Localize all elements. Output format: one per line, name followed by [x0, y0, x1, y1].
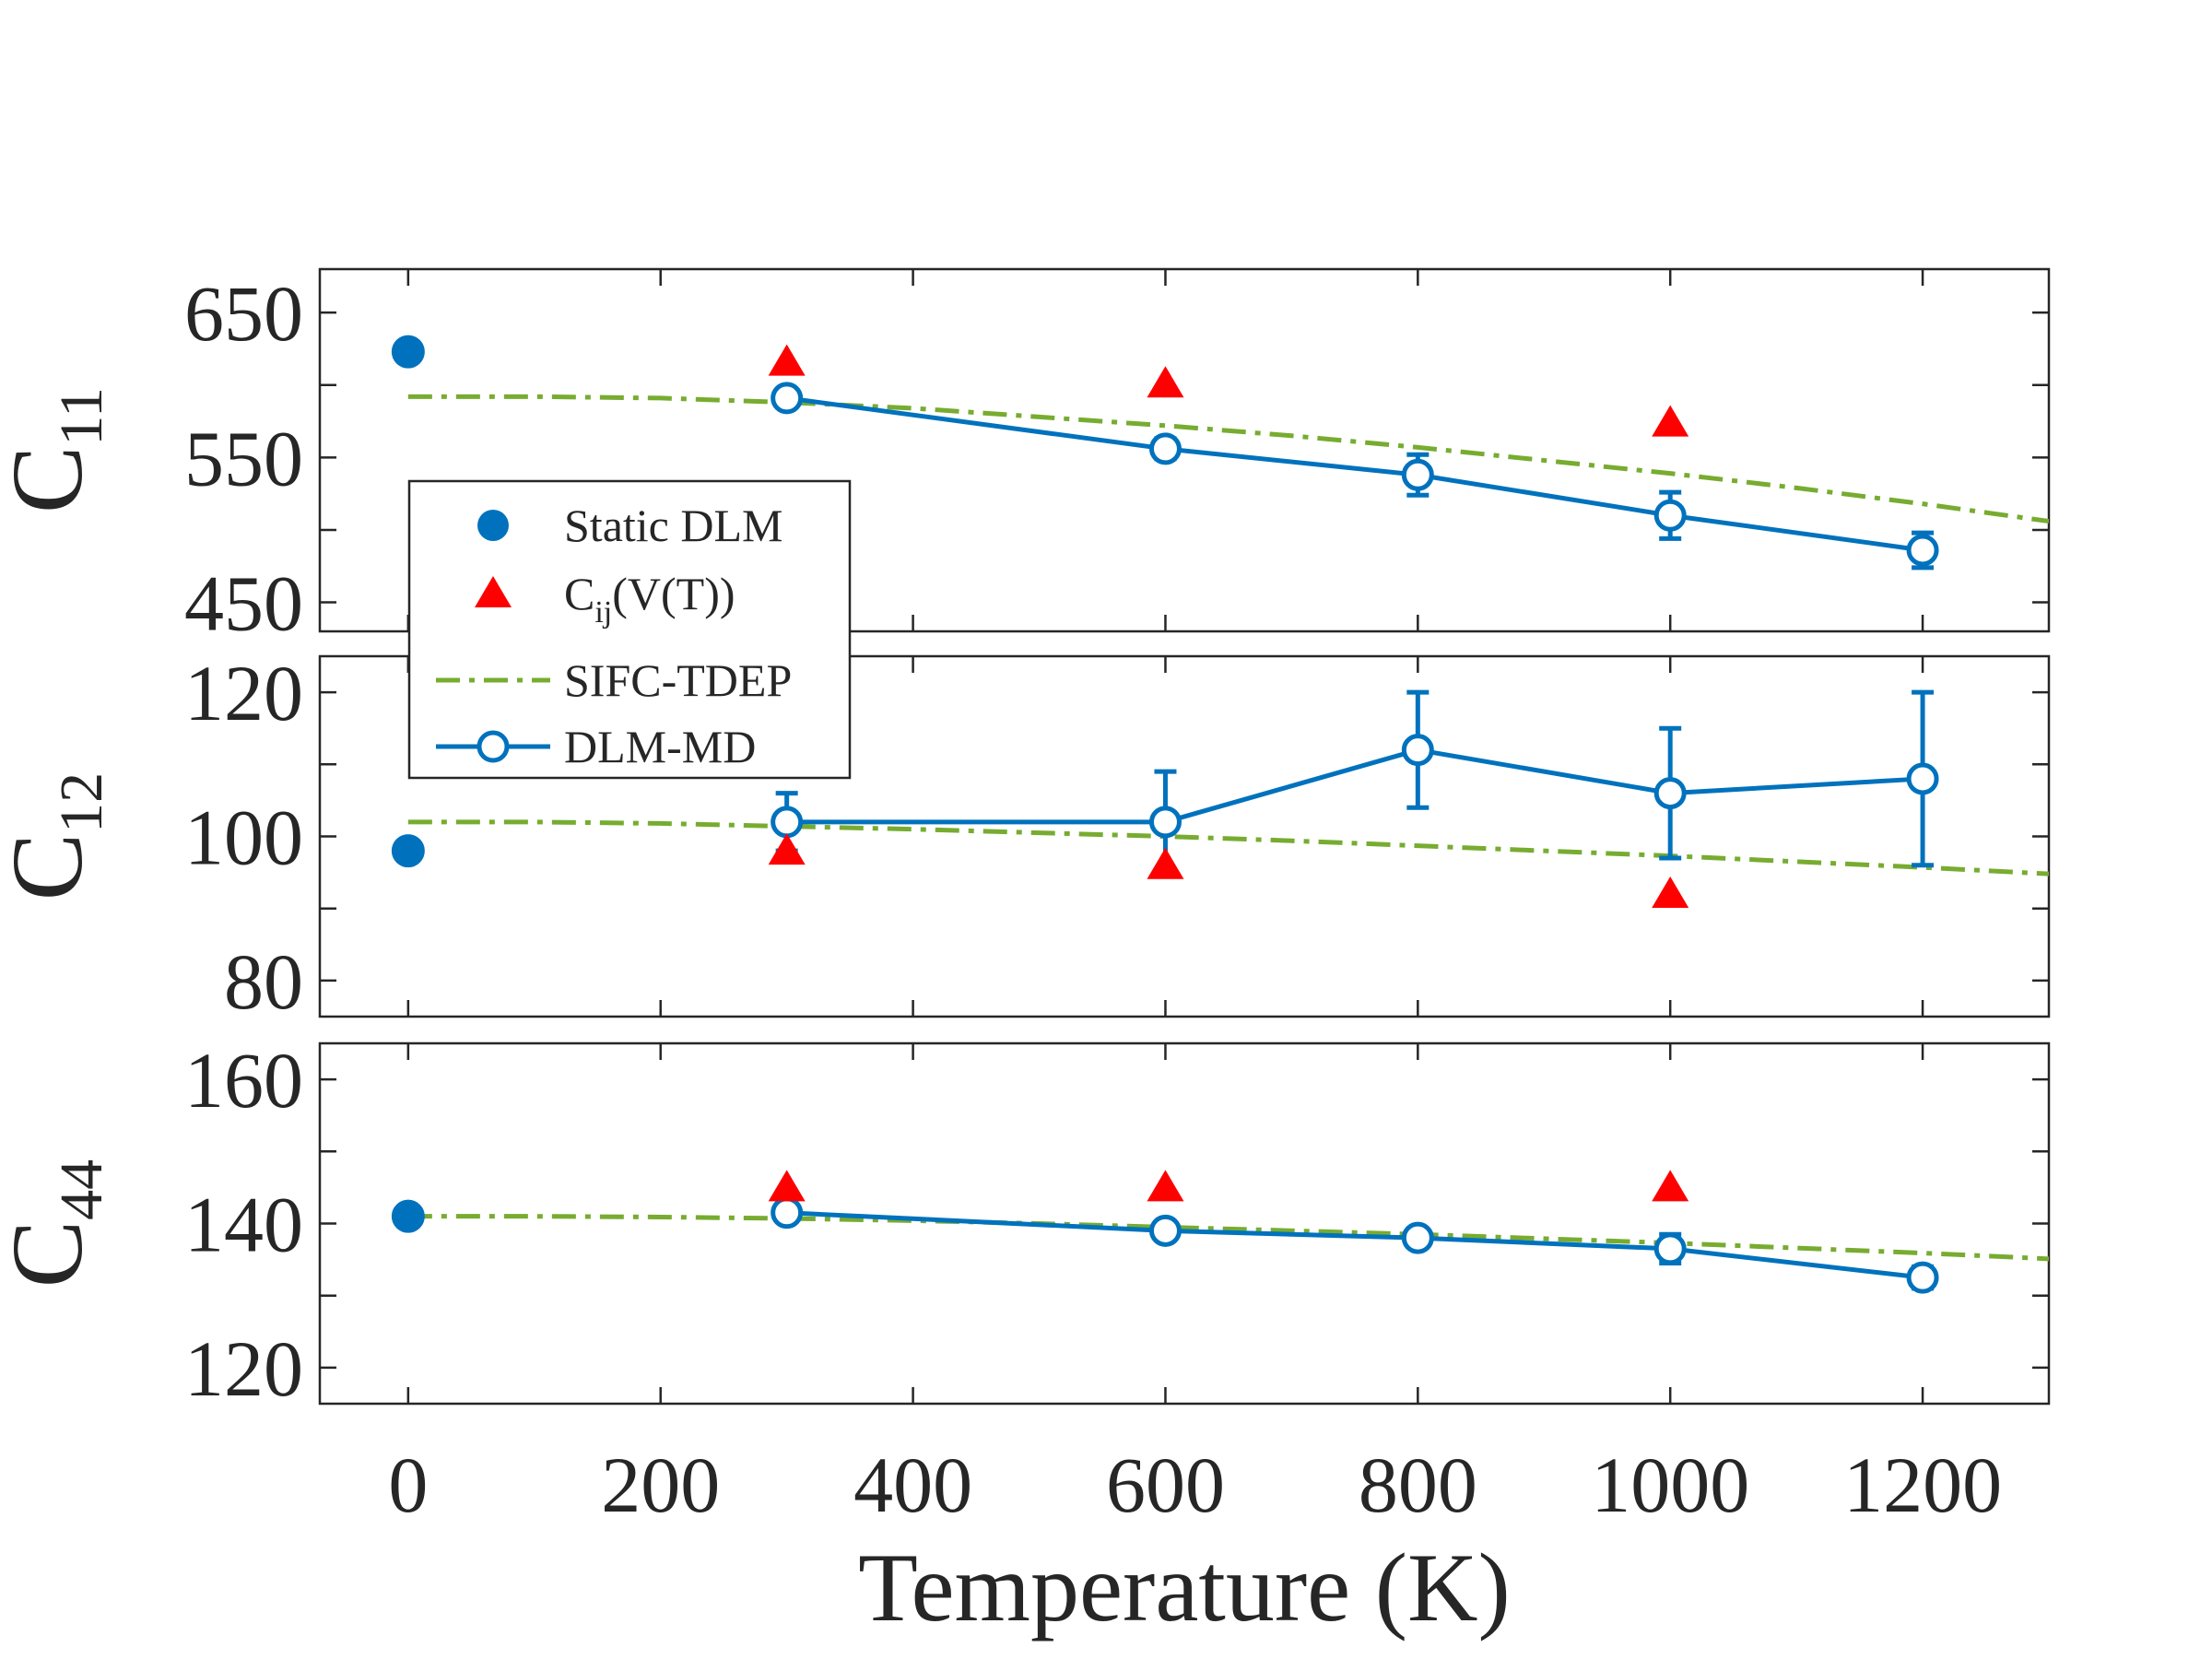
- cij-vt-point: [768, 1170, 806, 1202]
- y-axis-label: C12: [0, 772, 115, 900]
- dlm-md-point: [1653, 1232, 1687, 1265]
- y-tick-label: 140: [184, 1181, 303, 1269]
- y-tick-label: 650: [184, 269, 303, 358]
- y-tick-label: 80: [224, 937, 303, 1026]
- sifc-tdep-line: [407, 394, 2049, 524]
- dlm-md-point: [1401, 458, 1434, 491]
- dlm-md-point: [1148, 432, 1182, 465]
- y-axis-label: C11: [0, 387, 115, 513]
- x-axis-tick-labels: 0 200 400 600 800 1000 1200: [388, 1441, 2002, 1529]
- panel-c44: 120 140 160 C44: [0, 1036, 2051, 1413]
- y-tick-label: 550: [184, 414, 303, 502]
- dlm-md-point: [771, 382, 804, 415]
- legend-cij-marker: [475, 576, 512, 607]
- cij-vt-point: [1652, 405, 1689, 437]
- x-tick-label: 600: [1106, 1441, 1225, 1529]
- legend-static-dlm-marker: [477, 510, 509, 541]
- cij-vt-point: [1147, 366, 1184, 398]
- y-axis-label: C44: [0, 1159, 115, 1288]
- y-tick-label: 100: [184, 794, 303, 882]
- static-dlm-point: [391, 834, 425, 868]
- cij-vt-point: [768, 344, 806, 376]
- legend-label-static: Static DLM: [564, 500, 782, 551]
- sifc-tdep-line: [407, 819, 2049, 877]
- panels: 450 550 650 C11 80 100 120 C12 120 140 160 C44: [0, 267, 2051, 1413]
- y-tick-label: 120: [184, 1324, 303, 1413]
- dlm-md-point: [1906, 1261, 1939, 1294]
- static-dlm-point: [391, 1199, 425, 1233]
- axes-frame: [318, 1041, 2051, 1406]
- x-tick-label: 1200: [1843, 1441, 2002, 1529]
- legend: Static DLM Cij(V(T)) SIFC-TDEP DLM-MD: [407, 479, 852, 780]
- x-tick-label: 0: [388, 1441, 428, 1529]
- cij-vt-point: [1652, 1170, 1689, 1202]
- dlm-md-point: [1401, 1221, 1434, 1254]
- legend-label-dlmmd: DLM-MD: [564, 721, 756, 772]
- dlm-md-point: [1906, 762, 1939, 795]
- x-tick-label: 400: [853, 1441, 972, 1529]
- dlm-md-point: [1653, 499, 1687, 532]
- cij-vt-point: [768, 833, 806, 865]
- y-tick-label: 120: [184, 649, 303, 737]
- cij-vt-point: [1147, 847, 1184, 879]
- dlm-md-point: [1401, 734, 1434, 767]
- panel-c11: 450 550 650 C11: [0, 267, 2051, 648]
- dlm-md-point: [1148, 806, 1182, 839]
- y-tick-label: 450: [184, 559, 303, 648]
- cij-vt-point: [1147, 1170, 1184, 1202]
- panel-c12: 80 100 120 C12: [0, 649, 2051, 1026]
- legend-label-tdep: SIFC-TDEP: [564, 654, 792, 706]
- sifc-tdep-line: [407, 1214, 2049, 1262]
- dlm-md-point: [1653, 777, 1687, 810]
- static-dlm-point: [391, 335, 425, 369]
- x-tick-label: 1000: [1591, 1441, 1749, 1529]
- cij-vt-point: [1652, 877, 1689, 909]
- dlm-md-line: [786, 395, 1924, 553]
- dlm-md-line: [786, 747, 1924, 825]
- axes-frame: [318, 267, 2051, 633]
- x-tick-label: 200: [601, 1441, 720, 1529]
- dlm-md-point: [771, 1196, 804, 1230]
- x-axis-label: Temperature (K): [858, 1534, 1511, 1641]
- legend-dlm-md-marker: [477, 730, 510, 763]
- dlm-md-point: [1148, 1214, 1182, 1247]
- dlm-md-point: [1906, 534, 1939, 567]
- legend-label-cij: Cij(V(T)): [564, 568, 735, 629]
- dlm-md-point: [771, 806, 804, 839]
- y-tick-label: 160: [184, 1036, 303, 1124]
- x-tick-label: 800: [1359, 1441, 1477, 1529]
